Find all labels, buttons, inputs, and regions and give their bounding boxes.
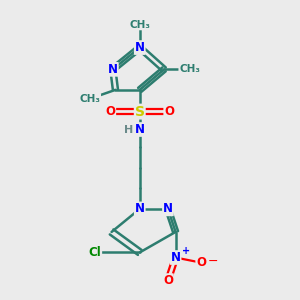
- Text: O: O: [164, 105, 174, 118]
- Text: N: N: [135, 202, 145, 215]
- Text: N: N: [135, 41, 145, 54]
- Text: CH₃: CH₃: [79, 94, 100, 104]
- Text: H: H: [124, 124, 134, 134]
- Text: N: N: [108, 63, 118, 76]
- Text: O: O: [105, 105, 115, 118]
- Text: O: O: [163, 274, 173, 287]
- Text: +: +: [182, 246, 190, 256]
- Text: N: N: [135, 123, 145, 136]
- Text: O: O: [196, 256, 206, 269]
- Text: CH₃: CH₃: [129, 20, 150, 29]
- Text: Cl: Cl: [88, 246, 101, 259]
- Text: N: N: [171, 251, 181, 264]
- Text: CH₃: CH₃: [179, 64, 200, 74]
- Text: N: N: [163, 202, 173, 215]
- Text: S: S: [135, 105, 145, 118]
- Text: −: −: [208, 255, 218, 268]
